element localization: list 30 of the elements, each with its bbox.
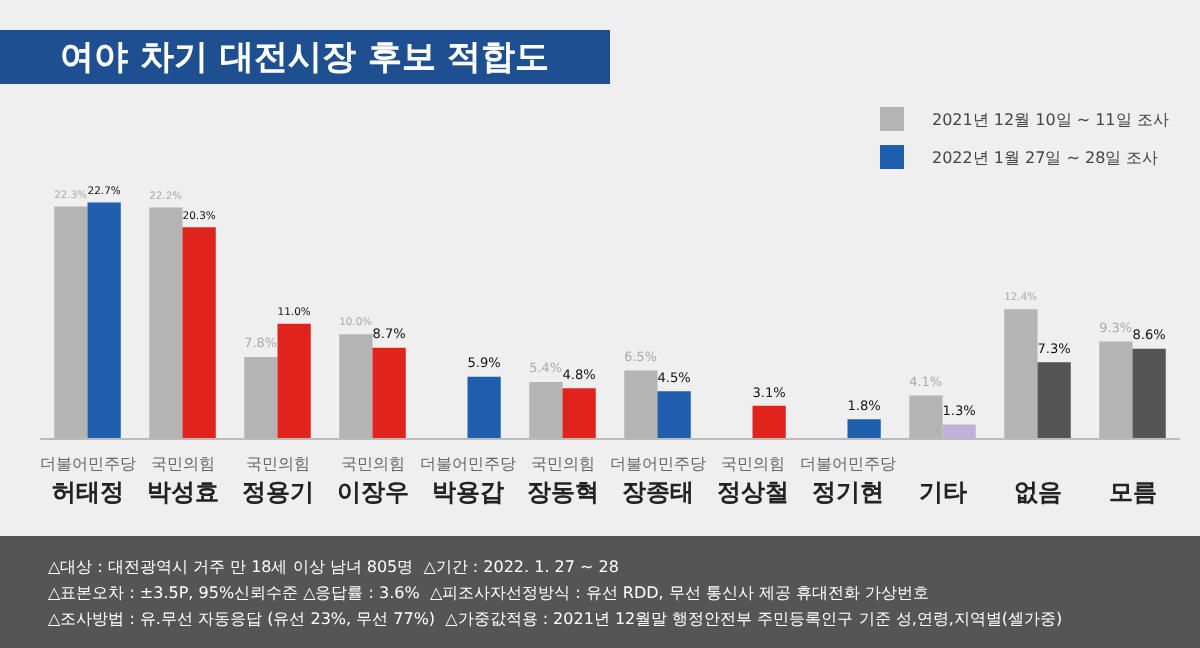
x-tick-label: 더불어민주당 허태정 xyxy=(39,454,136,506)
bar xyxy=(942,424,976,438)
bar xyxy=(752,405,786,438)
bar xyxy=(467,376,501,438)
bar xyxy=(847,419,881,438)
bar xyxy=(562,388,596,438)
x-tick-label: 더불어민주당 박용갑 xyxy=(419,454,516,506)
chart-title: 여야 차기 대전시장 후보 적합도 xyxy=(60,37,550,78)
x-tick-label: 국민의힘 정용기 xyxy=(241,454,314,506)
bar xyxy=(372,347,406,438)
bar xyxy=(277,323,311,438)
x-tick-label: 없음 xyxy=(1013,478,1062,506)
bar xyxy=(182,227,216,438)
x-tick-label: 더불어민주당 장종태 xyxy=(609,454,706,506)
bar xyxy=(1037,362,1071,438)
bar xyxy=(1132,348,1166,438)
legend-label: 2022년 1월 27일 ~ 28일 조사 xyxy=(932,149,1159,168)
legend-label: 2021년 12월 10일 ~ 11일 조사 xyxy=(932,111,1169,130)
x-tick-label: 국민의힘 이장우 xyxy=(336,454,409,506)
x-tick-label: 국민의힘 정상철 xyxy=(716,454,789,506)
bar xyxy=(87,202,121,438)
text: △조사방법 : 유.무선 자동응답 (유선 23%, 무선 77%) △가중값적용 : 2021년 12월말 행정안전부 주민등록인구 기준 성,연령,지역별(셀가중) xyxy=(48,610,1063,628)
x-tick-label: 더불어민주당 정기현 xyxy=(799,454,896,506)
x-tick-label: 국민의힘 장동혁 xyxy=(526,454,599,506)
bar xyxy=(657,391,691,438)
x-tick-label: 모름 xyxy=(1108,478,1157,506)
x-tick-label: 기타 xyxy=(918,478,967,506)
text: △대상 : 대전광역시 거주 만 18세 이상 남녀 805명 △기간 : 2022. 1. 27 ~ 28 xyxy=(48,558,619,576)
x-tick-label: 국민의힘 박성효 xyxy=(146,454,219,506)
text: △표본오차 : ±3.5P, 95%신뢰수준 △응답률 : 3.6% △피조사자선정방식 : 유선 RDD, 무선 통신사 제공 휴대전화 가상번호 xyxy=(48,584,930,602)
